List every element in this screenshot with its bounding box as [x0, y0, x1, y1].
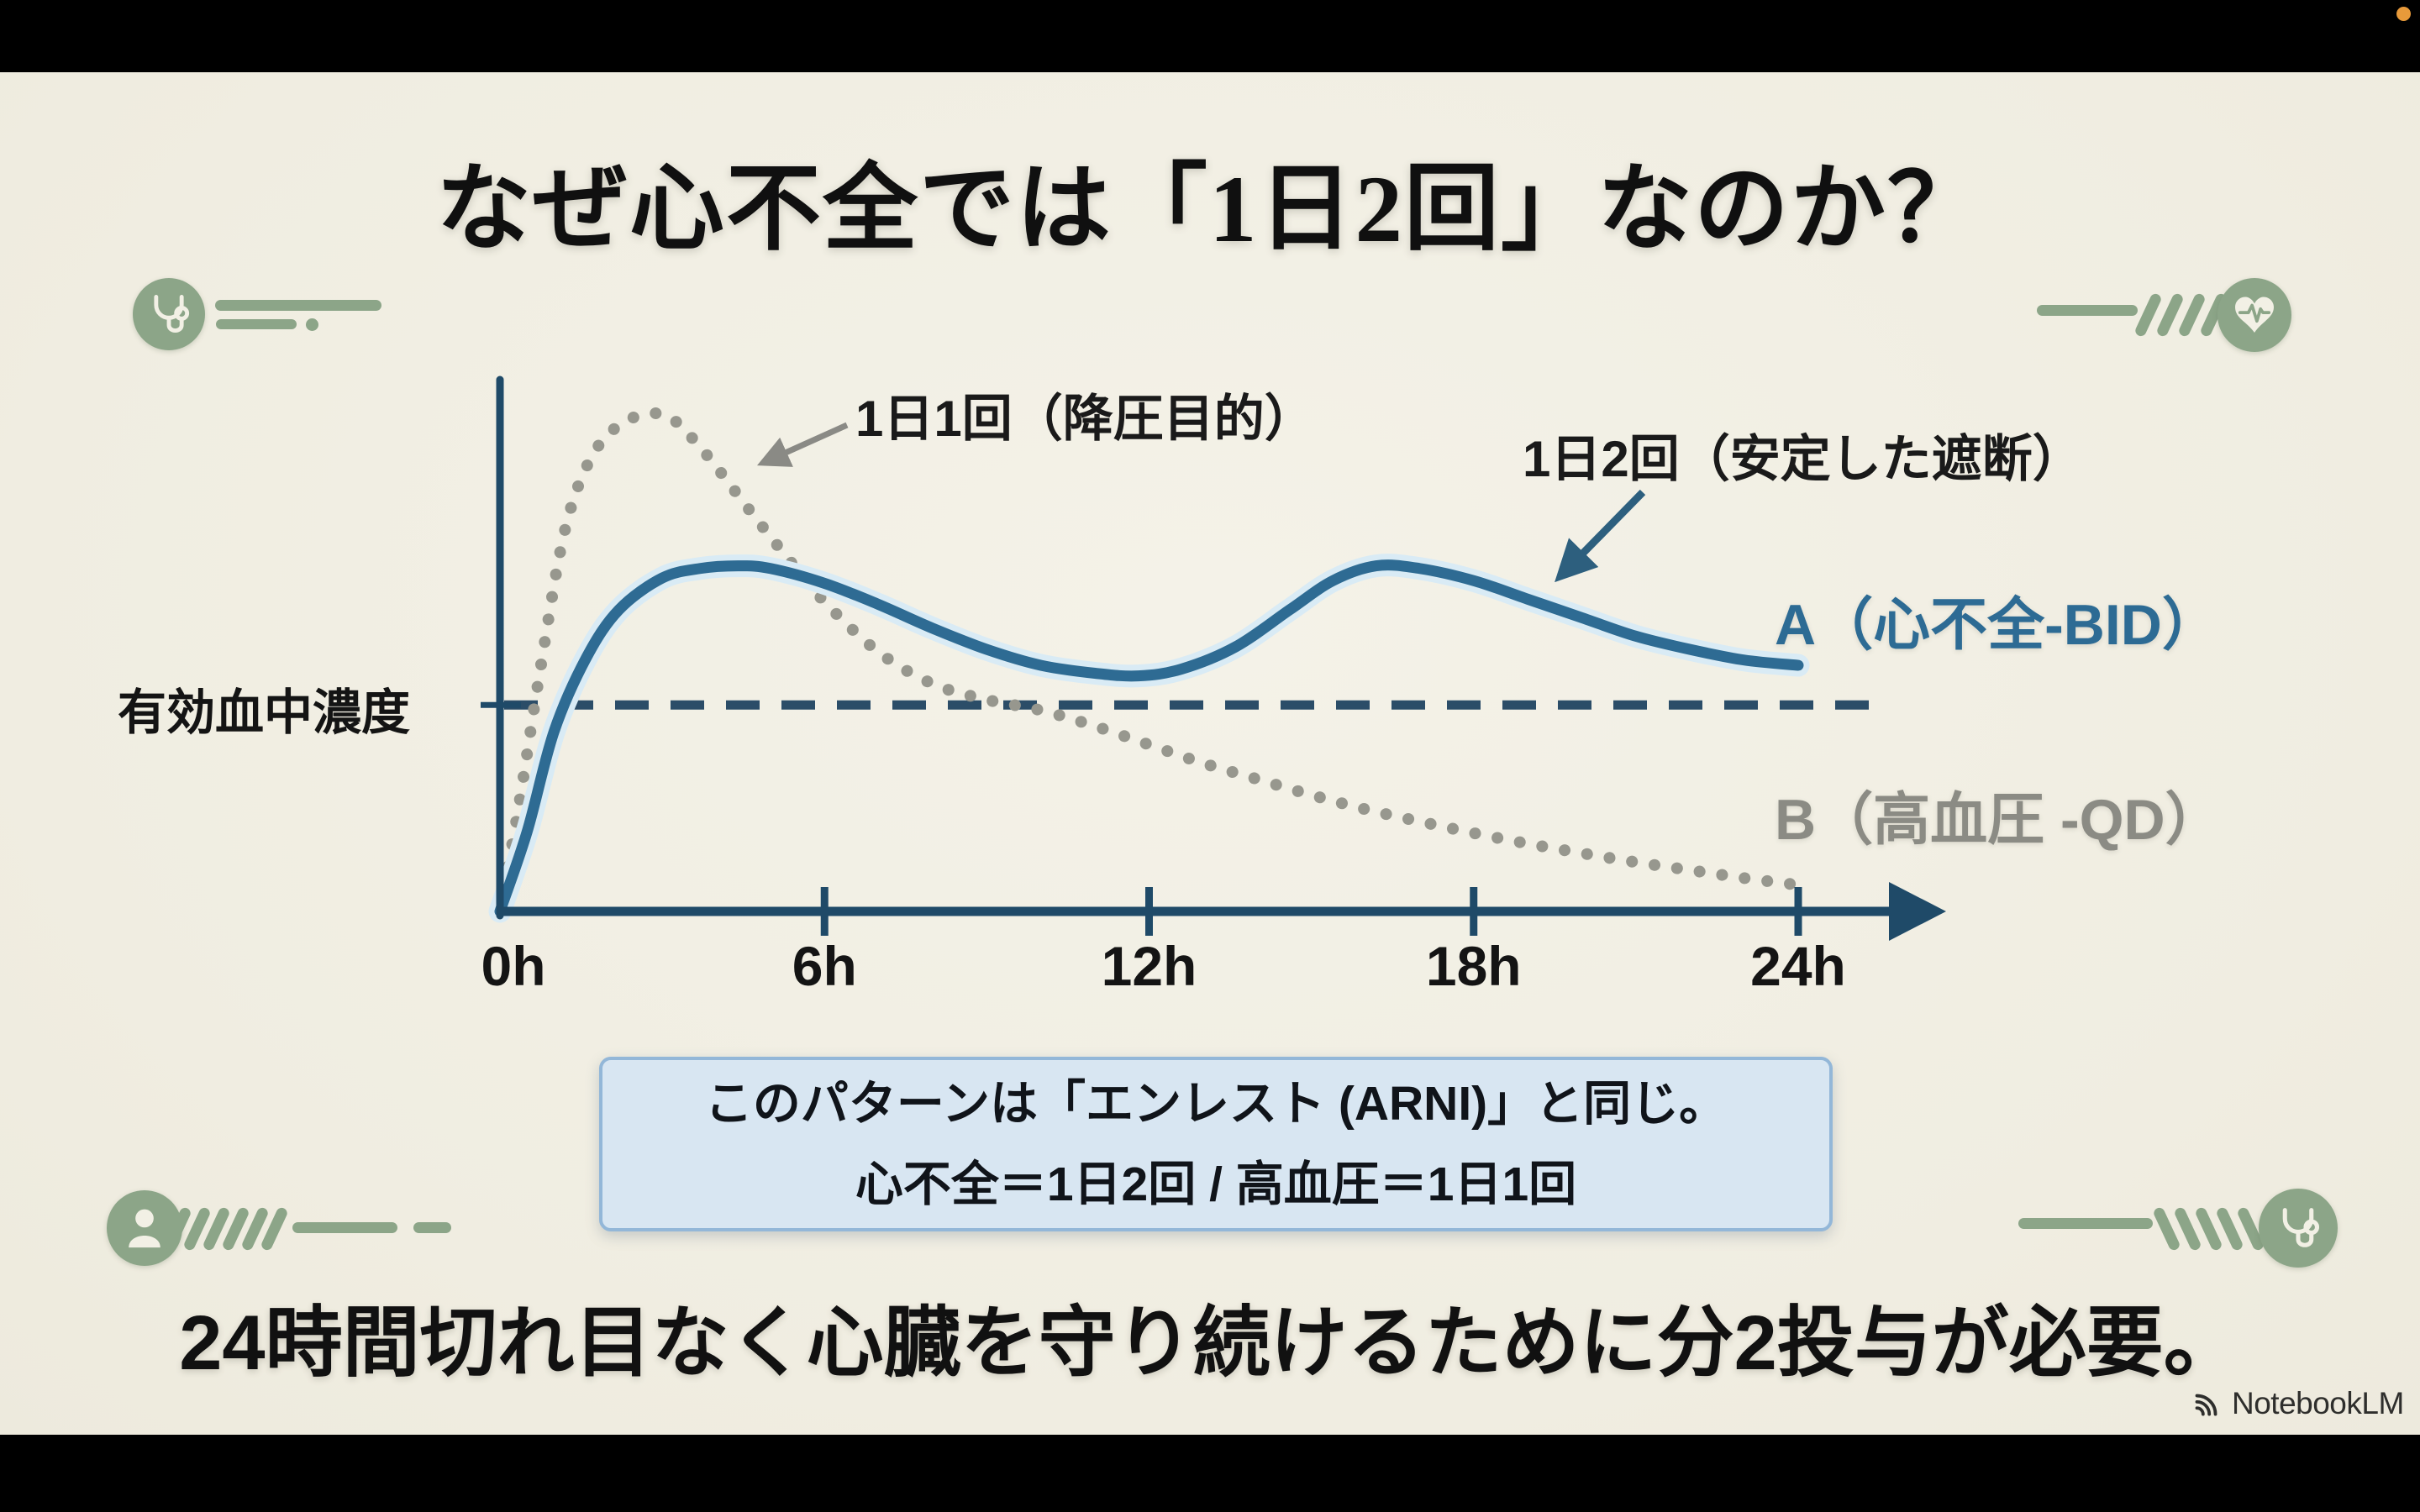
- key-point-box: このパターンは「エンレスト (ARNI)」と同じ。 心不全＝1日2回 / 高血圧…: [599, 1057, 1833, 1231]
- x-tick-label-24h: 24h: [1750, 935, 1846, 997]
- decor-line: [2018, 1218, 2153, 1229]
- series-label-a-bid: A（心不全-BID）: [1775, 593, 2219, 657]
- slide-title: なぜ心不全では「1日2回」なのか？: [436, 157, 1984, 262]
- stethoscope-icon: [154, 294, 190, 333]
- decor-line: [215, 300, 381, 311]
- decor-line: [216, 319, 297, 329]
- decor-line: [2037, 305, 2138, 316]
- series-label-b-qd: B（高血圧 -QD）: [1775, 788, 2223, 852]
- letterbox-bottom: [0, 1435, 2420, 1512]
- key-point-line-2: 心不全＝1日2回 / 高血圧＝1日1回: [855, 1158, 1577, 1211]
- x-tick-label-18h: 18h: [1425, 935, 1522, 997]
- heart-ecg-icon: [2235, 297, 2274, 333]
- notebooklm-label: NotebookLM: [2232, 1386, 2404, 1420]
- doctor-badge: [107, 1190, 182, 1266]
- recording-indicator-dot: [2396, 7, 2411, 21]
- conclusion-text: 24時間切れ目なく心臓を守り続けるために分2投与が必要。: [179, 1300, 2241, 1386]
- annotation-once-daily: 1日1回（降圧目的）: [855, 391, 1315, 447]
- letterbox-top: [0, 0, 2420, 72]
- decor-line: [413, 1222, 451, 1233]
- stethoscope-badge: [133, 278, 205, 350]
- stethoscope-badge: [2259, 1189, 2338, 1268]
- x-tick-label-12h: 12h: [1101, 935, 1197, 997]
- decor-line: [292, 1222, 397, 1233]
- key-point-line-1: このパターンは「エンレスト (ARNI)」と同じ。: [704, 1077, 1728, 1131]
- y-axis-label: 有効血中濃度: [118, 685, 411, 740]
- heart-rate-badge: [2217, 278, 2291, 352]
- notebooklm-watermark: NotebookLM: [2188, 1386, 2404, 1421]
- annotation-twice-daily: 1日2回（安定した遮断）: [1523, 431, 2083, 487]
- x-tick-label-0h: 0h: [481, 935, 546, 997]
- decor-dot: [306, 318, 318, 331]
- notebooklm-logo-icon: [2195, 1394, 2217, 1416]
- person-icon: [129, 1209, 160, 1248]
- x-tick-label-6h: 6h: [792, 935, 857, 997]
- stethoscope-icon: [2282, 1208, 2320, 1247]
